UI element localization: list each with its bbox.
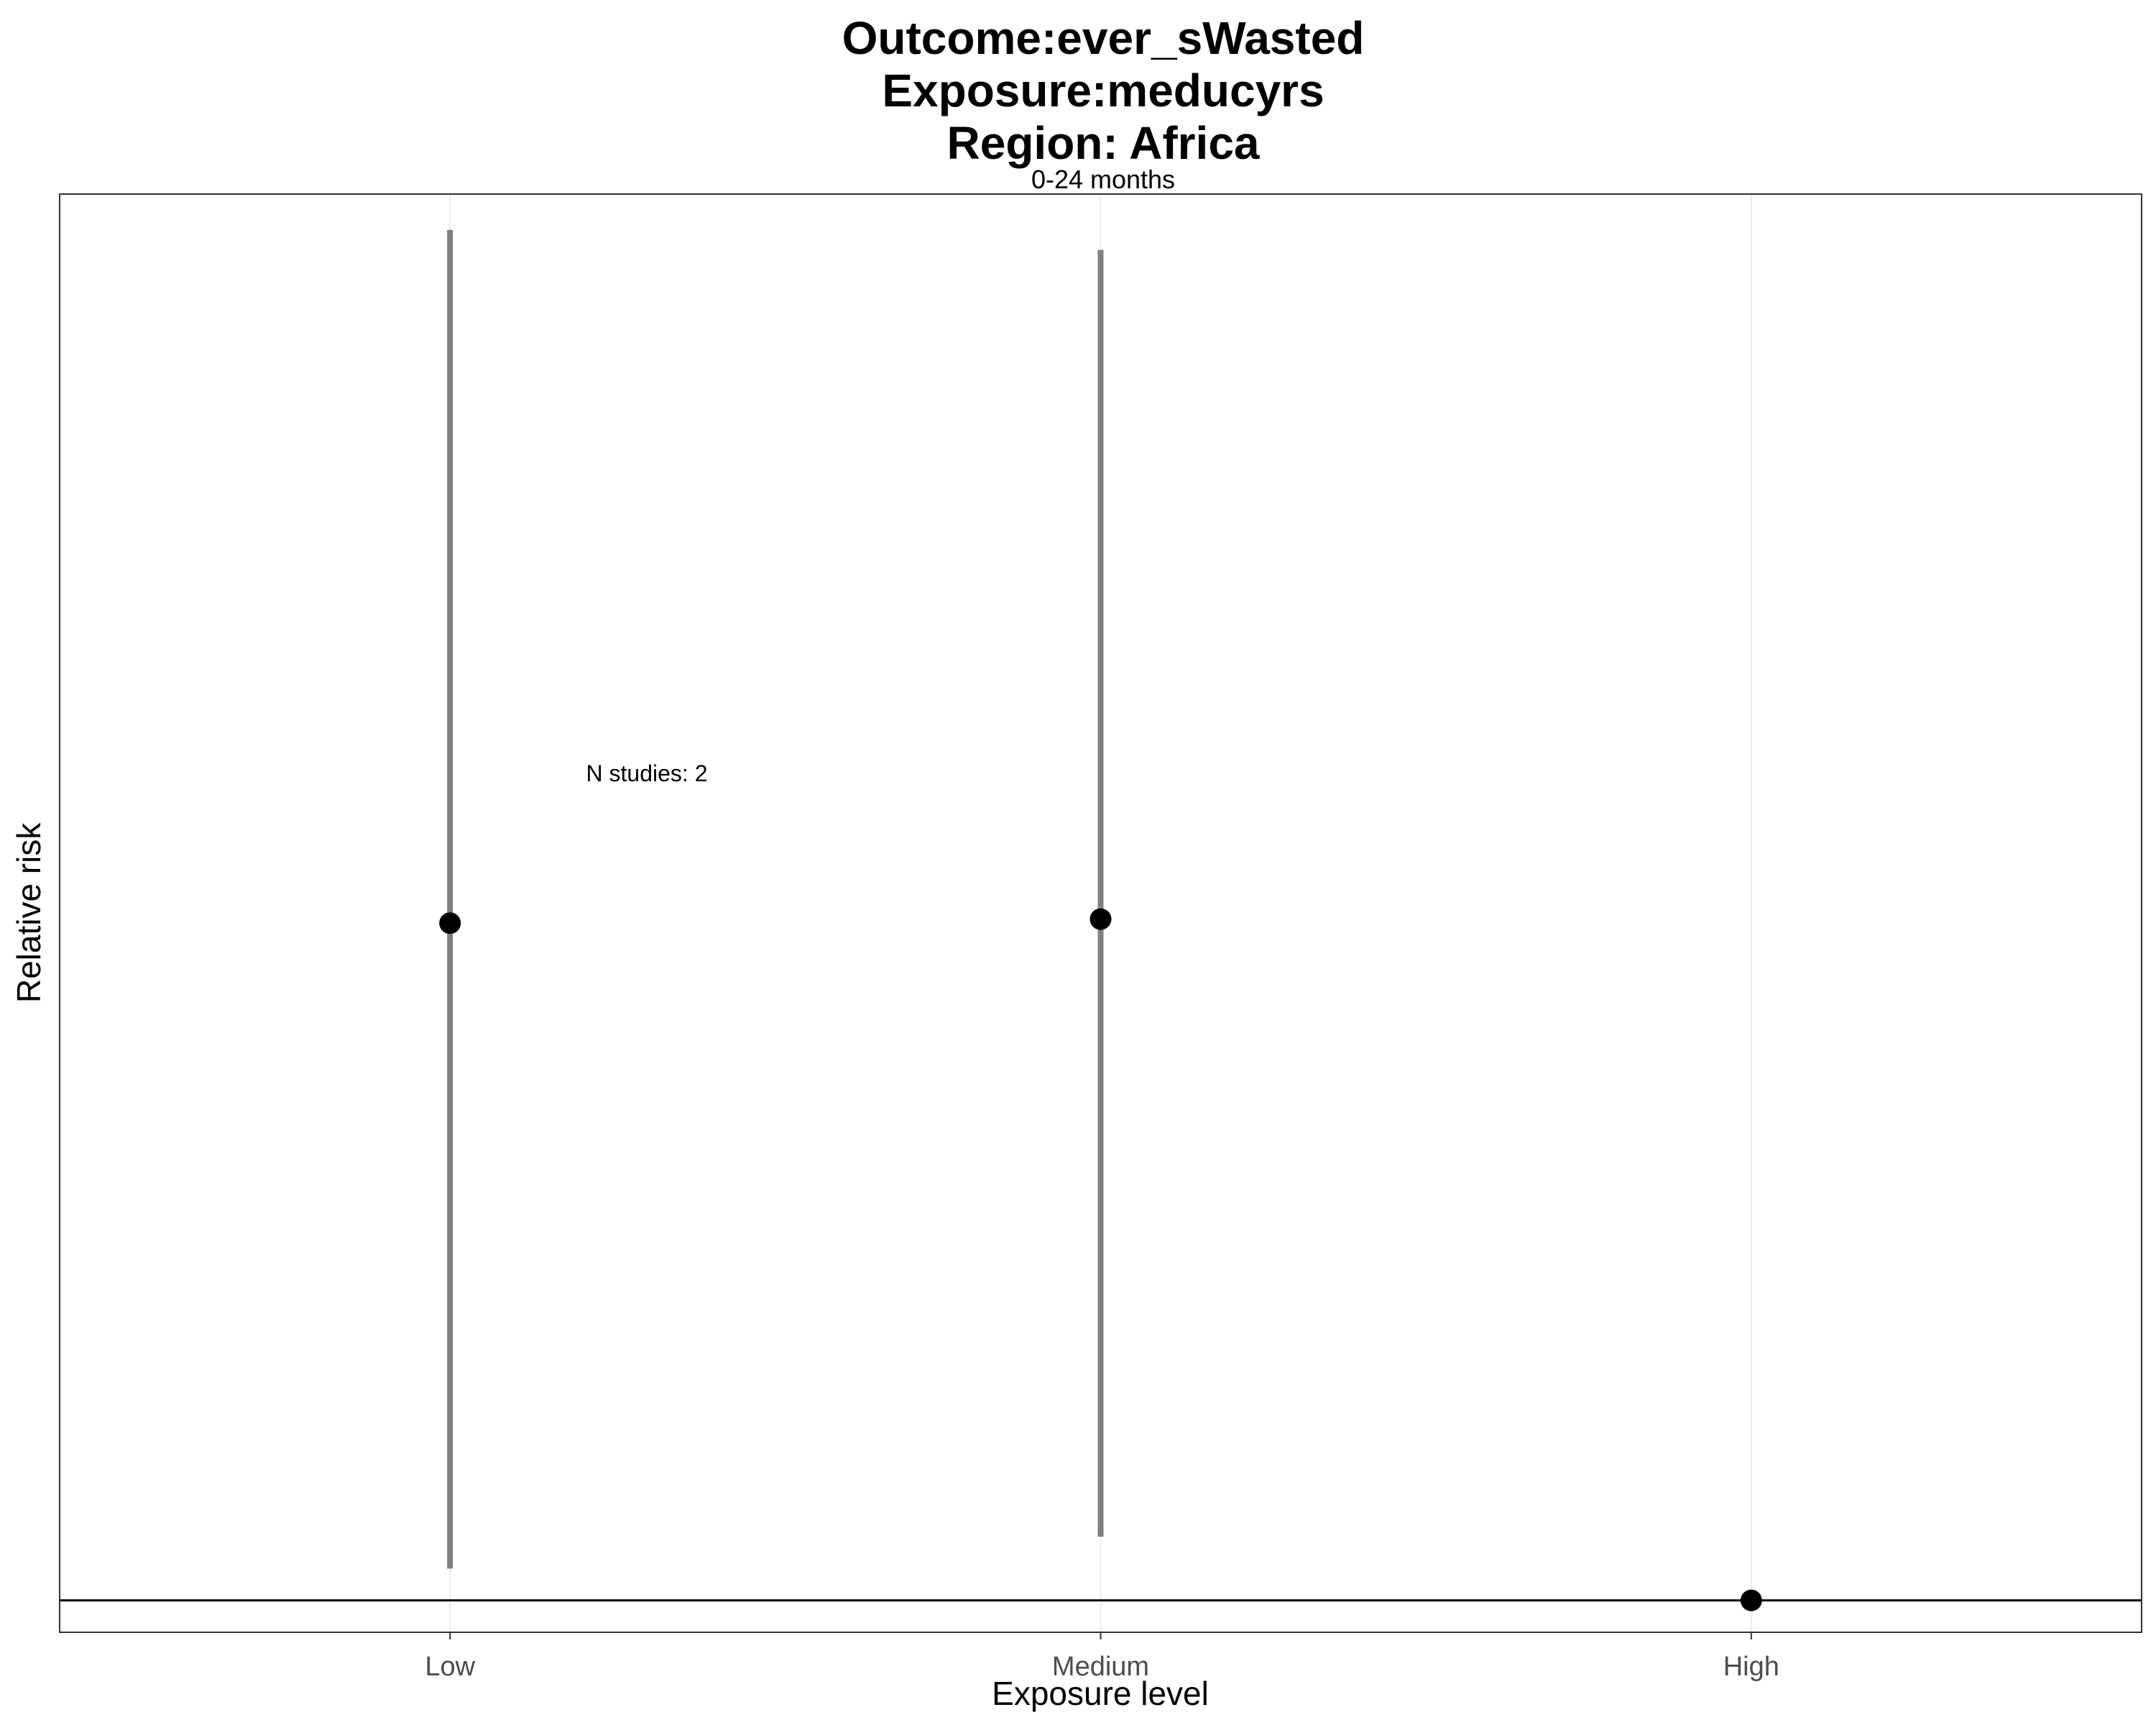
tick-layer: Low Medium High xyxy=(425,1632,1779,1682)
point-layer xyxy=(439,908,1762,1611)
x-tick-label-high: High xyxy=(1723,1652,1779,1682)
x-tick-label-medium: Medium xyxy=(1052,1652,1149,1682)
point-high xyxy=(1740,1589,1762,1611)
facet-label: 0-24 months xyxy=(1031,165,1175,194)
y-axis-title: Relative risk xyxy=(10,822,47,1003)
point-low xyxy=(439,912,461,934)
x-tick-label-low: Low xyxy=(425,1652,475,1682)
chart-title-line-3: Region: Africa xyxy=(947,117,1260,169)
x-axis-title: Exposure level xyxy=(992,1675,1209,1712)
chart-title-line-2: Exposure:meducyrs xyxy=(882,65,1324,116)
ci-layer xyxy=(447,229,1104,1569)
chart-title-line-1: Outcome:ever_sWasted xyxy=(842,12,1365,64)
point-medium xyxy=(1089,908,1112,930)
n-studies-annotation: N studies: 2 xyxy=(586,760,708,786)
